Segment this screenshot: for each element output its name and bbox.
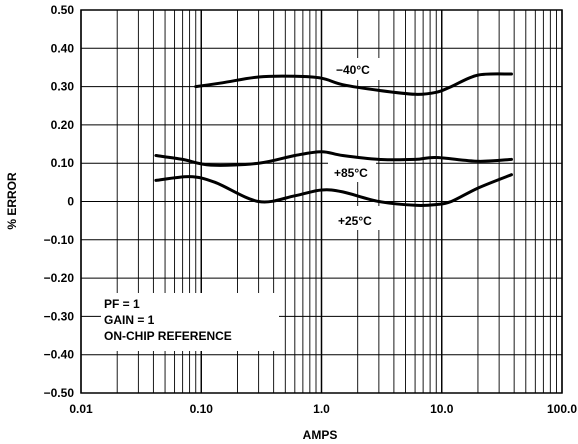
series-line-minus-40c	[194, 72, 513, 96]
y-tick-label: −0.10	[44, 233, 75, 247]
condition-line-2: GAIN = 1	[104, 313, 155, 327]
y-tick-label: 0.30	[51, 80, 75, 94]
x-tick-labels: 0.01 0.10 1.0 10.0 100.0	[69, 402, 577, 416]
y-tick-label: 0.20	[51, 118, 75, 132]
label-bg-25	[332, 206, 382, 230]
y-tick-labels: 0.50 0.40 0.30 0.20 0.10 0 −0.10 −0.20 −0.30 −0.4…	[44, 3, 75, 400]
x-tick-label: 10.0	[430, 402, 454, 416]
y-tick-label: −0.40	[44, 348, 75, 362]
y-tick-label: −0.50	[44, 386, 75, 400]
y-tick-label: 0.10	[51, 156, 75, 170]
series-line-plus-25c	[154, 173, 513, 207]
x-tick-label: 0.10	[190, 402, 214, 416]
series-label-25: +25°C	[338, 214, 372, 228]
annotation-backgrounds	[101, 58, 386, 351]
series	[154, 72, 513, 207]
x-axis-label: AMPS	[303, 428, 338, 442]
condition-line-3: ON-CHIP REFERENCE	[104, 329, 232, 343]
y-tick-label: 0.50	[51, 3, 75, 17]
y-tick-label: 0	[67, 195, 74, 209]
label-bg-85	[328, 158, 376, 182]
plot-frame	[80, 9, 563, 394]
x-tick-label: 1.0	[313, 402, 330, 416]
x-tick-label: 0.01	[69, 402, 93, 416]
y-tick-label: −0.20	[44, 271, 75, 285]
x-tick-label: 100.0	[547, 402, 577, 416]
label-bg-m40	[330, 58, 386, 80]
condition-line-1: PF = 1	[104, 297, 140, 311]
conditions-bg	[101, 293, 279, 351]
y-tick-label: 0.40	[51, 41, 75, 55]
series-label-85: +85°C	[334, 166, 368, 180]
series-line-plus-85c	[154, 150, 513, 167]
y-tick-label: −0.30	[44, 309, 75, 323]
y-axis-label: % ERROR	[5, 172, 19, 230]
series-label-m40: −40°C	[336, 63, 370, 77]
